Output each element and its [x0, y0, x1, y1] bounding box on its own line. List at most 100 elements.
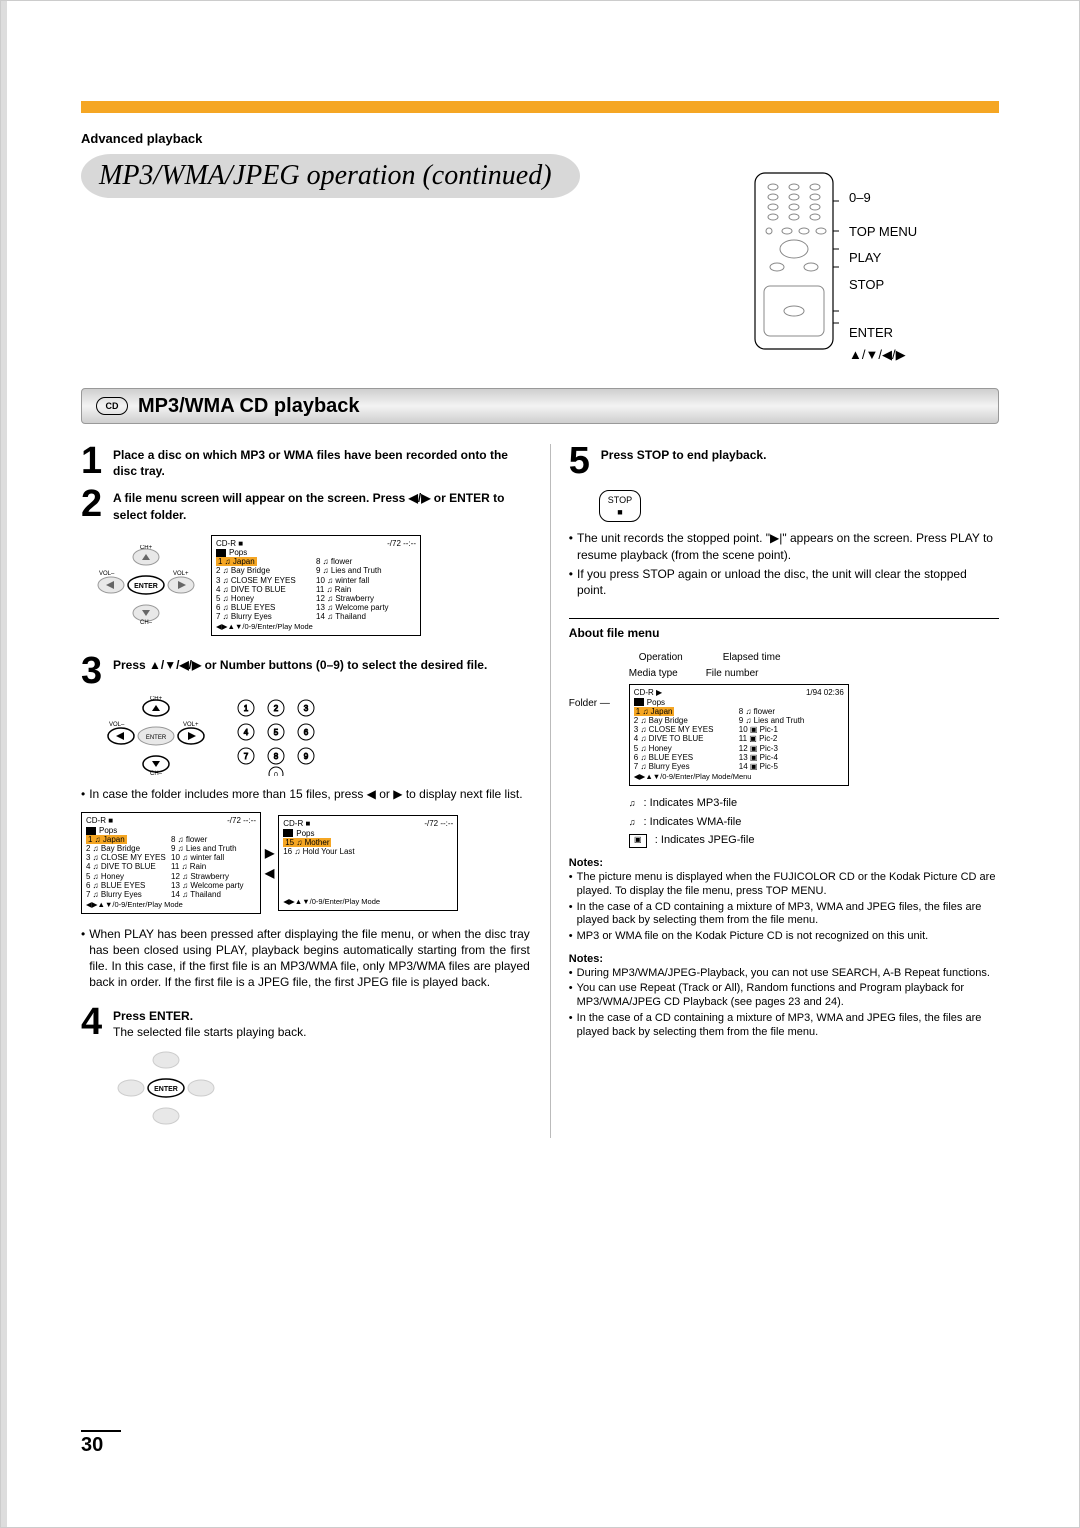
title-background: MP3/WMA/JPEG operation (continued): [81, 154, 580, 198]
bottom-notes-title: Notes:: [569, 952, 999, 967]
menu-file: 13 ♫ Welcome party: [316, 603, 416, 612]
menu-header-right: -/72 --:--: [387, 539, 416, 548]
remote-label-play: PLAY: [849, 249, 917, 267]
cd-icon: CD: [96, 397, 128, 415]
callout-elapsed: Elapsed time: [723, 651, 781, 665]
bottom-note-1: During MP3/WMA/JPEG-Playback, you can no…: [569, 967, 999, 981]
menu-footer: ◀▶▲▼/0-9/Enter/Play Mode: [216, 623, 416, 632]
remote-label-topmenu: TOP MENU: [849, 223, 917, 241]
menu-file: 14 ♫ Thailand: [316, 612, 416, 621]
remote-label-enter: ENTER: [849, 324, 917, 342]
menu-header-left: CD-R ■: [216, 539, 243, 548]
svg-text:1: 1: [244, 704, 249, 713]
step-number: 3: [81, 654, 109, 688]
step-1-text: Place a disc on which MP3 or WMA files h…: [113, 448, 508, 478]
stop-note-1: The unit records the stopped point. "▶|"…: [569, 530, 999, 562]
svg-text:VOL+: VOL+: [173, 571, 189, 577]
menu-file: 12 ♫ Strawberry: [316, 594, 416, 603]
step-4-text-plain: The selected file starts playing back.: [113, 1025, 306, 1039]
menu-file: 1 ♫ Japan: [216, 557, 257, 566]
svg-text:5: 5: [274, 728, 279, 737]
step-2: 2 A file menu screen will appear on the …: [81, 487, 530, 522]
bottom-note-3: In the case of a CD containing a mixture…: [569, 1012, 999, 1040]
section-heading-band: CD MP3/WMA CD playback: [81, 388, 999, 424]
svg-text:CH–: CH–: [150, 771, 163, 776]
svg-text:ENTER: ENTER: [146, 735, 167, 741]
step-4: 4 Press ENTER. The selected file starts …: [81, 1005, 530, 1040]
menu-file: 6 ♫ BLUE EYES: [216, 603, 316, 612]
about-note-2: In the case of a CD containing a mixture…: [569, 901, 999, 929]
menu-file: 4 ♫ DIVE TO BLUE: [216, 585, 316, 594]
menu-file: 11 ♫ Rain: [316, 585, 416, 594]
callout-folder: Folder —: [569, 697, 610, 711]
svg-text:7: 7: [244, 752, 249, 761]
svg-text:4: 4: [244, 728, 249, 737]
callout-operation: Operation: [639, 651, 683, 665]
svg-text:6: 6: [304, 728, 309, 737]
step-3-text: Press ▲/▼/◀/▶ or Number buttons (0–9) to…: [113, 658, 487, 672]
about-title: About file menu: [569, 625, 999, 641]
svg-text:VOL+: VOL+: [183, 722, 199, 728]
menu-file: 9 ♫ Lies and Truth: [316, 566, 416, 575]
indicator-wma: ♫ : Indicates WMA-file: [629, 815, 999, 830]
stop-note-2: If you press STOP again or unload the di…: [569, 566, 999, 598]
svg-text:CH+: CH+: [150, 696, 163, 702]
file-menu-screen-page2: CD-R ■-/72 --:-- Pops 15 ♫ Mother 16 ♫ H…: [278, 815, 458, 910]
step-number: 2: [81, 487, 109, 522]
section-heading-text: MP3/WMA CD playback: [138, 395, 360, 418]
indicator-mp3: ♫ : Indicates MP3-file: [629, 796, 999, 811]
page-number: 30: [81, 1430, 121, 1457]
step-2-text: A file menu screen will appear on the sc…: [113, 491, 504, 521]
number-pad-icon: 1 2 3 4 5 6 7 8 9 0: [231, 696, 321, 776]
indicator-jpeg: ▣ : Indicates JPEG-file: [629, 833, 999, 848]
menu-file: 10 ♫ winter fall: [316, 576, 416, 585]
menu-file: 7 ♫ Blurry Eyes: [216, 612, 316, 621]
remote-label-stop: STOP: [849, 276, 917, 294]
svg-text:0: 0: [274, 772, 278, 776]
remote-diagram: 0–9 TOP MENU PLAY STOP ENTER ▲/▼/◀/▶: [749, 171, 989, 356]
remote-icon: [749, 171, 839, 351]
stop-button-icon: STOP■: [599, 490, 641, 522]
menu-file: 5 ♫ Honey: [216, 594, 316, 603]
svg-text:8: 8: [274, 752, 279, 761]
play-behavior-note: When PLAY has been pressed after display…: [81, 926, 530, 991]
step-3: 3 Press ▲/▼/◀/▶ or Number buttons (0–9) …: [81, 654, 530, 688]
about-note-3: MP3 or WMA file on the Kodak Picture CD …: [569, 930, 999, 944]
bottom-note-2: You can use Repeat (Track or All), Rando…: [569, 982, 999, 1010]
step-number: 5: [569, 444, 597, 478]
menu-file: 2 ♫ Bay Bridge: [216, 566, 316, 575]
callout-media: Media type: [629, 667, 678, 681]
step-5-text: Press STOP to end playback.: [601, 448, 767, 462]
right-column: 5 Press STOP to end playback. STOP■ The …: [550, 444, 999, 1138]
menu-file: 8 ♫ flower: [316, 557, 416, 566]
step-number: 4: [81, 1005, 109, 1040]
callout-filenum: File number: [706, 667, 759, 681]
svg-text:ENTER: ENTER: [134, 583, 158, 590]
dpad-icon: CH+ CH– VOL– VOL+ ENTER: [101, 696, 211, 776]
svg-text:CH+: CH+: [140, 545, 153, 551]
about-notes-title: Notes:: [569, 856, 999, 871]
about-note-1: The picture menu is displayed when the F…: [569, 871, 999, 899]
about-file-menu-box: About file menu Operation Elapsed time M…: [569, 618, 999, 944]
svg-text:VOL–: VOL–: [99, 571, 115, 577]
file-menu-screen: CD-R ■ -/72 --:-- Pops 1 ♫ Japan 2 ♫ Bay…: [211, 535, 421, 636]
svg-text:VOL–: VOL–: [109, 722, 125, 728]
step-number: 1: [81, 444, 109, 479]
dpad-enter-icon: ENTER: [111, 1048, 221, 1128]
dpad-icon: CH+ CH– VOL– VOL+ ENTER: [91, 545, 201, 625]
section-label: Advanced playback: [81, 131, 999, 146]
menu-file: 3 ♫ CLOSE MY EYES: [216, 576, 316, 585]
remote-label-arrows: ▲/▼/◀/▶: [849, 346, 917, 364]
menu-folder: Pops: [229, 548, 247, 557]
svg-text:3: 3: [304, 704, 309, 713]
file-menu-screen-page1: CD-R ■-/72 --:-- Pops 1 ♫ Japan 2 ♫ Bay …: [81, 812, 261, 913]
left-column: 1 Place a disc on which MP3 or WMA files…: [81, 444, 530, 1138]
svg-text:ENTER: ENTER: [154, 1086, 178, 1093]
step-5: 5 Press STOP to end playback.: [569, 444, 999, 478]
about-menu-screen: CD-R ▶1/94 02:36 Pops 1 ♫ Japan 2 ♫ Bay …: [629, 684, 849, 785]
remote-labels: 0–9 TOP MENU PLAY STOP ENTER ▲/▼/◀/▶: [849, 171, 917, 372]
svg-text:9: 9: [304, 752, 309, 761]
step-4-text-bold: Press ENTER.: [113, 1009, 193, 1023]
paging-arrows-icon: ▶◀: [265, 845, 274, 881]
page-title: MP3/WMA/JPEG operation (continued): [99, 160, 552, 191]
